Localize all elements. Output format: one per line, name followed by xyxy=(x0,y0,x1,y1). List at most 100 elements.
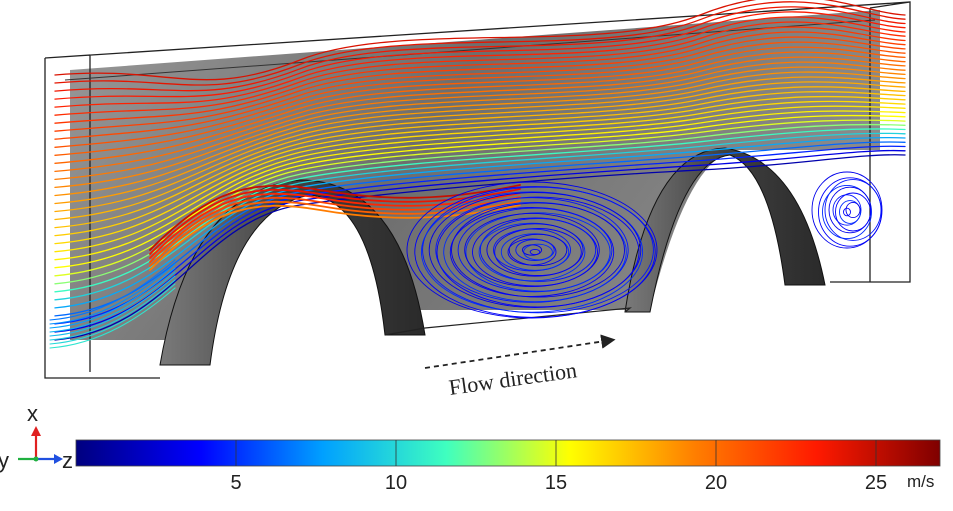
flow-direction-annotation: Flow direction xyxy=(424,334,616,400)
colorbar-tick-label: 5 xyxy=(230,472,241,494)
vortex-loop xyxy=(515,239,555,261)
streamline xyxy=(54,21,906,116)
streamline xyxy=(49,271,176,333)
vortex-loop xyxy=(479,218,597,282)
streamline xyxy=(54,66,906,189)
streamline xyxy=(54,46,906,156)
streamline xyxy=(49,283,176,345)
streamline xyxy=(149,204,521,271)
streamline xyxy=(54,41,906,148)
vortex-loop xyxy=(839,200,861,224)
triad-x-arrow-icon xyxy=(31,426,41,436)
streamline xyxy=(54,0,906,81)
colorbar-tick-label: 15 xyxy=(545,472,567,494)
streamline xyxy=(49,263,176,325)
streamline xyxy=(54,136,906,309)
streamline xyxy=(54,119,906,277)
triad-z-label: z xyxy=(62,448,73,473)
color-legend: 5 10 15 20 25 m/s xyxy=(75,439,941,494)
streamline xyxy=(149,192,521,259)
streamline xyxy=(54,76,906,205)
streamline xyxy=(54,16,906,108)
vortex-loop xyxy=(472,217,598,287)
vortex-loop xyxy=(843,207,851,217)
vortex-loop xyxy=(824,179,882,241)
streamline xyxy=(54,6,906,92)
streamline xyxy=(54,128,906,293)
vortex-loop xyxy=(835,192,871,232)
streamline xyxy=(54,56,906,173)
streamline xyxy=(49,259,176,321)
streamline xyxy=(54,154,906,341)
channel-back-wall xyxy=(70,10,880,340)
colorbar-tick-label: 10 xyxy=(385,472,407,494)
vortex-loop xyxy=(464,212,600,288)
streamline xyxy=(54,81,906,213)
vortex-loop xyxy=(811,171,883,249)
colorbar-tick-label: 20 xyxy=(705,472,727,494)
triad-z-arrow-icon xyxy=(54,454,63,464)
vortex-loop xyxy=(420,191,644,313)
vortex-loop xyxy=(521,244,543,256)
channel-inner-edge xyxy=(64,19,876,81)
streamline xyxy=(54,132,906,301)
vortex-loop xyxy=(422,186,654,314)
channel-outline xyxy=(44,1,911,379)
streamlines xyxy=(49,0,906,349)
vortex-loop xyxy=(449,207,615,297)
flow-direction-label: Flow direction xyxy=(447,357,578,400)
vortex-loop xyxy=(845,201,861,219)
triad-origin xyxy=(33,456,39,462)
vortex-loop xyxy=(828,186,872,234)
colorbar-tick-label: 25 xyxy=(865,472,887,494)
vortex-loop xyxy=(457,207,613,293)
vortex-loop xyxy=(436,196,640,308)
vortex-loop xyxy=(507,238,557,266)
streamline xyxy=(149,196,521,263)
colorbar-unit: m/s xyxy=(907,472,934,491)
vortex-loop xyxy=(500,233,570,271)
streamline xyxy=(54,149,906,333)
arch-left xyxy=(159,179,426,366)
streamline xyxy=(49,267,176,329)
vortex-loop xyxy=(486,223,584,277)
streamline xyxy=(54,100,906,245)
streamline xyxy=(54,51,906,164)
colorbar xyxy=(75,439,941,467)
coordinate-triad: x y z xyxy=(0,401,73,473)
streamline xyxy=(49,279,176,341)
colorbar-ticks: 5 10 15 20 25 xyxy=(230,440,887,494)
triad-x-label: x xyxy=(27,401,38,426)
streamline xyxy=(54,105,906,253)
vortex-loop xyxy=(443,201,627,303)
streamline xyxy=(54,61,906,181)
streamline xyxy=(54,36,906,140)
vortex-loop xyxy=(822,184,872,240)
vortex-loop xyxy=(818,177,882,247)
streamline xyxy=(54,110,906,261)
recirculation-vortices xyxy=(406,171,883,319)
streamline xyxy=(54,86,906,221)
triad-y-label: y xyxy=(0,448,9,473)
vortex-loop xyxy=(832,194,862,226)
streamline xyxy=(54,26,906,124)
vortex-loop xyxy=(493,228,571,272)
streamline xyxy=(54,95,906,237)
streamline xyxy=(149,188,521,255)
streamline xyxy=(54,141,906,317)
streamline xyxy=(54,31,906,132)
streamline xyxy=(49,287,176,349)
vortex-loop xyxy=(451,202,625,298)
streamline xyxy=(54,1,906,86)
vortex-loop xyxy=(529,248,541,256)
vortex-loop xyxy=(494,228,582,276)
vortex-loop xyxy=(406,181,658,319)
vortex-loop xyxy=(478,222,586,282)
streamline xyxy=(54,145,906,325)
vortex-loop xyxy=(465,212,611,292)
vortex-loop xyxy=(435,197,629,303)
vortex-loop xyxy=(508,233,568,267)
flow-direction-arrow xyxy=(424,334,616,369)
vortex-loop xyxy=(428,192,642,308)
